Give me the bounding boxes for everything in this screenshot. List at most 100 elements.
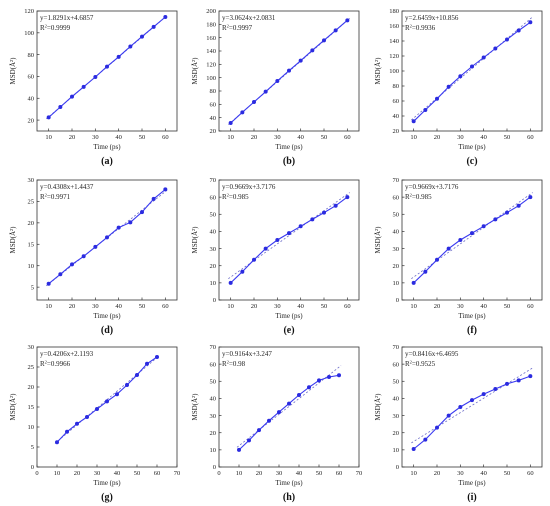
fit-equation: y=3.0624x+2.0831 xyxy=(222,14,276,22)
y-tick-label: 10 xyxy=(210,447,217,454)
data-point xyxy=(481,392,486,397)
data-point xyxy=(247,438,251,443)
chart-panel: 10 20 30 40 50 60 0 10 20 30 40 50 60 70 Time (ps) MSD(… xyxy=(374,344,543,503)
data-point xyxy=(287,231,291,236)
y-tick-label: 60 xyxy=(393,194,400,201)
data-point xyxy=(528,374,533,379)
y-tick-label: 30 xyxy=(393,246,400,253)
fit-line xyxy=(411,192,533,280)
x-axis-label: Time (ps) xyxy=(275,143,303,151)
y-tick-label: 20 xyxy=(28,220,35,227)
data-point xyxy=(70,94,74,99)
data-point xyxy=(81,254,86,259)
data-point xyxy=(528,20,533,25)
data-point xyxy=(446,246,451,251)
x-tick-label: 10 xyxy=(227,134,234,141)
plot-frame xyxy=(218,346,360,468)
x-tick-label: 20 xyxy=(251,303,258,310)
y-tick-label: 80 xyxy=(210,88,217,95)
x-axis-label: Time (ps) xyxy=(93,143,121,151)
y-axis-label: MSD(Å²) xyxy=(374,393,382,421)
data-point xyxy=(423,108,428,112)
y-tick-label: 70 xyxy=(210,344,217,351)
data-point xyxy=(337,373,341,378)
x-tick-label: 50 xyxy=(504,470,511,477)
series-line xyxy=(238,374,340,451)
y-tick-label: 10 xyxy=(28,263,35,270)
data-point xyxy=(267,418,271,423)
y-tick-label: 120 xyxy=(206,62,216,69)
x-tick-label: 40 xyxy=(480,303,487,310)
data-point xyxy=(257,428,261,433)
data-point xyxy=(145,361,149,366)
x-tick-label: 60 xyxy=(344,303,351,310)
y-tick-label: 60 xyxy=(210,361,217,368)
panel-label: (h) xyxy=(283,492,295,503)
r-squared-value: =0.9525 xyxy=(412,360,436,368)
x-tick-label: 40 xyxy=(115,303,122,310)
y-tick-label: 30 xyxy=(393,413,400,420)
data-point xyxy=(93,75,98,79)
data-point xyxy=(75,421,79,426)
x-tick-label: 10 xyxy=(54,470,61,477)
plot-frame xyxy=(218,10,360,132)
data-point xyxy=(446,413,451,418)
data-point xyxy=(481,55,486,60)
x-tick-label: 20 xyxy=(256,470,263,477)
y-tick-label: 60 xyxy=(28,74,35,81)
data-point xyxy=(411,447,416,451)
data-point xyxy=(85,415,89,419)
x-tick-label: 40 xyxy=(297,303,304,310)
y-tick-label: 25 xyxy=(28,199,35,206)
fit-equation: y=0.4308x+1.4437 xyxy=(40,183,94,191)
r-squared-exponent: 2 xyxy=(410,193,412,198)
data-point xyxy=(423,437,428,442)
r-squared-symbol: R xyxy=(222,24,227,32)
y-tick-label: 0 xyxy=(396,464,399,471)
x-tick-label: 30 xyxy=(92,134,99,141)
x-tick-label: 20 xyxy=(69,134,76,141)
chart-panel: 10 20 30 40 50 60 5 10 15 20 25 30 Time (ps) MSD(Å²) y… xyxy=(9,177,178,336)
fit-line xyxy=(228,192,350,280)
panel-label: (d) xyxy=(101,325,113,336)
r-squared-symbol: R xyxy=(405,24,410,32)
data-point xyxy=(128,220,133,225)
x-tick-label: 50 xyxy=(316,470,323,477)
data-point xyxy=(411,280,416,285)
data-point xyxy=(345,18,350,23)
x-tick-label: 60 xyxy=(162,134,169,141)
y-axis-label: MSD(Å²) xyxy=(191,393,199,421)
x-tick-label: 50 xyxy=(504,134,511,141)
y-tick-label: 100 xyxy=(24,30,34,37)
y-tick-label: 80 xyxy=(28,52,35,59)
chart-panel: 10 20 30 40 50 60 0 10 20 30 40 50 60 70 Time (ps) MSD(… xyxy=(191,177,360,336)
data-point xyxy=(470,398,474,403)
y-tick-label: 20 xyxy=(28,117,35,124)
x-tick-label: 50 xyxy=(321,134,328,141)
x-tick-label: 30 xyxy=(457,470,464,477)
y-axis-label: MSD(Å²) xyxy=(374,226,382,254)
y-tick-label: 10 xyxy=(393,447,400,454)
data-point xyxy=(411,119,416,124)
fit-equation: y=2.6459x+10.856 xyxy=(405,14,459,22)
data-point xyxy=(435,257,439,262)
r-squared: R2=0.9999 xyxy=(40,24,71,33)
fit-line xyxy=(411,367,533,444)
r-squared-value: =0.985 xyxy=(229,193,249,201)
data-point xyxy=(240,110,245,115)
data-point xyxy=(128,44,133,49)
x-axis-label: Time (ps) xyxy=(93,312,121,320)
x-tick-label: 50 xyxy=(139,134,146,141)
y-tick-label: 30 xyxy=(28,344,35,351)
chart-panel: 10 20 30 40 50 60 20 40 60 80 100 120 Time (ps) MSD(Å… xyxy=(9,8,178,167)
data-point xyxy=(310,217,315,222)
x-tick-label: 60 xyxy=(527,134,534,141)
fit-equation: y=0.9669x+3.7176 xyxy=(222,183,276,191)
y-tick-label: 15 xyxy=(28,241,35,248)
data-point xyxy=(252,257,256,262)
data-point xyxy=(446,84,451,89)
data-point xyxy=(327,375,331,379)
x-tick-label: 60 xyxy=(344,134,351,141)
x-tick-label: 30 xyxy=(457,134,464,141)
x-tick-label: 0 xyxy=(35,470,38,477)
